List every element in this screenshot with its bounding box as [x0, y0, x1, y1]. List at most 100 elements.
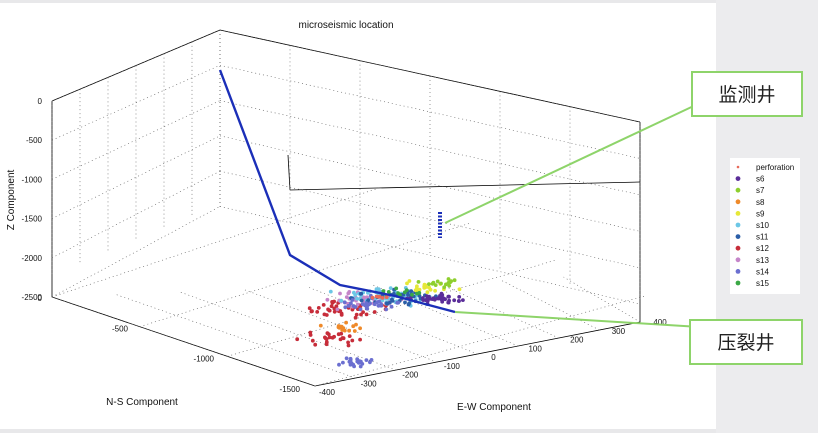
event-point-s7 [439, 281, 443, 286]
event-point-s12 [332, 309, 337, 314]
event-point-s14 [343, 305, 348, 310]
event-point-s7 [416, 280, 421, 284]
ns-tick-label: -1500 [280, 385, 301, 394]
ew-tick-label: 200 [570, 336, 584, 345]
legend-marker-s12 [735, 245, 741, 251]
event-point-s11 [406, 292, 410, 297]
event-point-s9 [413, 288, 418, 293]
event-point-s12 [308, 330, 313, 335]
monitor-well-callout-box [691, 71, 803, 117]
event-point-s11 [359, 291, 364, 296]
event-point-s6 [425, 294, 429, 298]
grid-line [51, 135, 221, 219]
ns-axis-label: N-S Component [106, 397, 178, 408]
event-point-s12 [350, 338, 355, 343]
event-point-s6 [435, 296, 440, 301]
frac-well-leader [454, 311, 701, 328]
event-point-s12 [332, 299, 336, 304]
ew-tick-label: 400 [653, 318, 667, 327]
axes-frame [51, 101, 641, 387]
grid-lines [51, 29, 646, 387]
legend: perforation s6 s7 s8 s9 s10 s11 s12 s13 s14 s15 [730, 158, 800, 294]
legend-marker-s11 [735, 234, 741, 240]
ew-tick-label: 0 [491, 353, 496, 362]
legend-label-s15: s15 [756, 279, 769, 288]
event-point-s6 [439, 295, 444, 300]
event-points [295, 277, 465, 369]
legend-label-perforation: perforation [756, 163, 794, 172]
event-point-s12 [325, 331, 330, 336]
event-point-s11 [390, 297, 394, 302]
legend-marker-s8 [735, 199, 741, 205]
event-point-s8 [340, 328, 345, 332]
event-point-s6 [461, 298, 465, 302]
event-point-s8 [338, 324, 342, 329]
event-point-s7 [427, 282, 431, 286]
event-point-s6 [452, 298, 457, 303]
event-point-s15 [396, 291, 400, 296]
event-point-s14 [376, 303, 381, 308]
event-point-s15 [386, 290, 391, 294]
event-point-s14 [358, 307, 363, 312]
event-point-s6 [421, 296, 425, 300]
ew-tick-label: -200 [402, 371, 419, 380]
event-point-s9 [425, 290, 430, 295]
event-point-s15 [415, 291, 419, 296]
legend-label-s14: s14 [756, 267, 769, 276]
event-point-s12 [327, 335, 332, 340]
event-point-s14 [347, 359, 352, 364]
event-point-s14 [337, 362, 341, 367]
legend-label-s7: s7 [756, 186, 765, 195]
event-point-s7 [452, 278, 457, 283]
event-point-s12 [359, 312, 363, 317]
event-point-s7 [444, 282, 448, 287]
event-point-s10 [355, 296, 359, 301]
grid-line [219, 170, 641, 269]
event-point-s15 [404, 288, 409, 293]
event-point-s9 [405, 281, 409, 286]
event-point-s14 [346, 304, 351, 308]
event-point-s12 [354, 312, 359, 317]
event-point-s9 [433, 288, 437, 293]
event-point-s12 [310, 338, 315, 343]
event-point-s12 [322, 312, 327, 317]
legend-label-s12: s12 [756, 244, 769, 253]
event-point-s12 [336, 332, 341, 337]
well-trajectories [218, 69, 456, 314]
event-point-s10 [374, 287, 379, 291]
event-point-s10 [353, 292, 358, 297]
z-axis-label: Z Component [6, 169, 17, 230]
grid-line [139, 223, 470, 327]
event-point-s11 [417, 294, 422, 298]
event-point-s12 [309, 309, 314, 314]
event-point-s13 [346, 291, 351, 296]
legend-box [730, 158, 800, 294]
event-point-s10 [339, 298, 344, 303]
event-point-s14 [342, 300, 347, 305]
ew-tick-label: -400 [319, 388, 336, 397]
event-point-s14 [364, 358, 369, 362]
event-point-s14 [351, 304, 356, 308]
event-point-s12 [316, 306, 321, 310]
ns-tick-label: 0 [38, 294, 43, 303]
axes-inner-edge [287, 154, 291, 191]
legend-label-s9: s9 [756, 209, 765, 218]
frac-well-callout: 压裂井 [717, 332, 774, 354]
event-point-s14 [384, 307, 389, 312]
event-point-s8 [354, 322, 358, 327]
event-point-s14 [358, 364, 363, 369]
event-point-s11 [359, 298, 364, 303]
event-point-s7 [446, 277, 451, 281]
legend-marker-s14 [735, 269, 741, 274]
event-point-s9 [417, 287, 422, 292]
event-point-s7 [430, 281, 435, 286]
event-point-s8 [352, 329, 357, 333]
z-tick-label: -1000 [22, 175, 43, 184]
event-point-s13 [325, 297, 330, 302]
grid-line [314, 295, 646, 387]
event-point-s14 [396, 300, 401, 305]
ns-tick-label: -500 [112, 324, 129, 333]
grid-line [563, 276, 641, 323]
event-point-s14 [350, 298, 355, 302]
ew-tick-label: 300 [612, 327, 626, 336]
